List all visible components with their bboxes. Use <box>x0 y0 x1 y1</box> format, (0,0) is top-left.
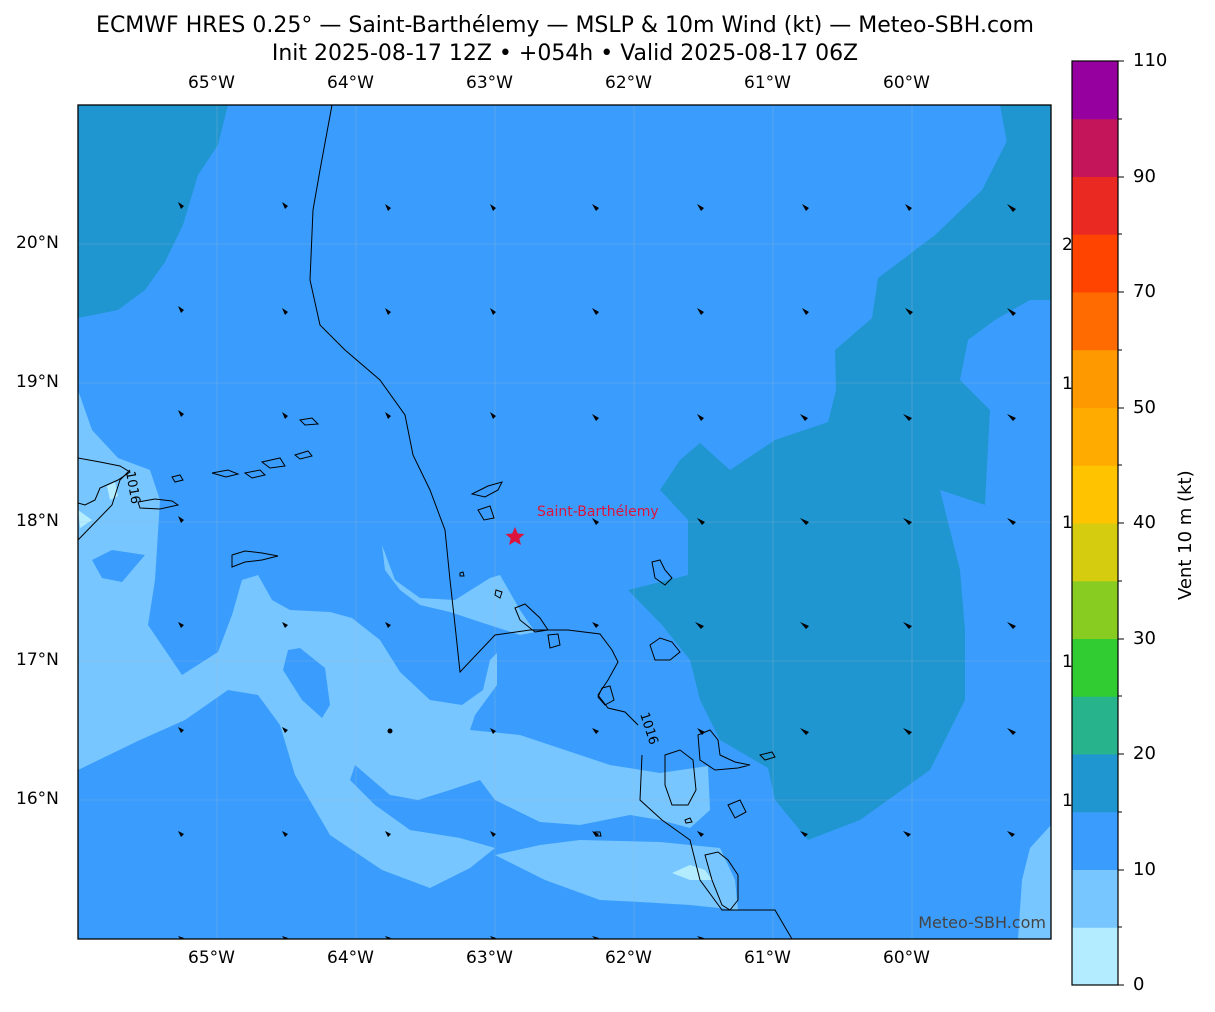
colorbar-ticks <box>1118 60 1124 986</box>
colorbar-band <box>1072 638 1118 697</box>
map-frame <box>77 104 1052 940</box>
island-guadeloupe-w <box>664 749 697 806</box>
island-antigua <box>649 637 681 661</box>
wind-fill-5-10 <box>1018 825 1051 939</box>
lon-label-top: 60°W <box>883 73 930 93</box>
wind-fill-0-5 <box>672 865 712 880</box>
island-guadeloupe-e <box>697 729 751 771</box>
lon-label-top: 64°W <box>327 73 374 93</box>
wind-barbs <box>178 202 1016 939</box>
coastlines <box>78 417 776 911</box>
colorbar-tick-label: 0 <box>1133 974 1145 995</box>
colorbar-band <box>1072 754 1118 813</box>
lat-label: 17°N <box>16 650 59 670</box>
colorbar-band <box>1072 407 1118 466</box>
colorbar-band <box>1072 869 1118 928</box>
lon-label-top: 65°W <box>188 73 235 93</box>
island-mona <box>171 474 184 483</box>
island-desirade <box>759 751 776 761</box>
island-dominica <box>704 851 739 911</box>
colorbar-tick-label: 70 <box>1133 281 1156 302</box>
colorbar-tick-label: 90 <box>1133 166 1156 187</box>
right-lat-label: 1 <box>1062 513 1073 533</box>
wind-fill-10-15 <box>92 550 145 582</box>
lon-label-bottom: 65°W <box>188 948 235 968</box>
wind-fill-0-5 <box>78 510 92 528</box>
colorbar-tick-label: 30 <box>1133 628 1156 649</box>
wind-fill-5-10 <box>78 390 710 888</box>
colorbar-band <box>1072 580 1118 639</box>
lon-label-bottom: 64°W <box>327 948 374 968</box>
colorbar-tick-label: 20 <box>1133 743 1156 764</box>
colorbar-band <box>1072 234 1118 293</box>
lon-label-top: 61°W <box>744 73 791 93</box>
colorbar-band <box>1072 176 1118 235</box>
colorbar-band <box>1072 696 1118 755</box>
island-barbuda <box>651 559 673 586</box>
island-saba <box>459 571 465 577</box>
saint-barthelemy-star-icon <box>505 527 525 545</box>
island-puerto-rico <box>137 498 180 510</box>
graticule <box>78 105 1051 939</box>
colorbar-tick-label: 10 <box>1133 859 1156 880</box>
colorbar-band <box>1072 811 1118 870</box>
map-subtitle: Init 2025-08-17 12Z • +054h • Valid 2025… <box>271 41 859 66</box>
lon-label-bottom: 60°W <box>883 948 930 968</box>
wind-fill-5-10 <box>382 545 535 635</box>
island-montserrat <box>597 685 615 706</box>
island-vi-1 <box>211 469 240 478</box>
colorbar-tick-label: 50 <box>1133 397 1156 418</box>
lon-label-top: 63°W <box>466 73 513 93</box>
right-lat-labels: 2 1 1 1 1 <box>1062 235 1073 811</box>
right-lat-label: 1 <box>1062 652 1073 672</box>
colorbar-band <box>1072 523 1118 582</box>
colorbar-band <box>1072 927 1118 986</box>
colorbar-band <box>1072 118 1118 177</box>
wind-fill-5-10 <box>495 840 738 910</box>
lat-label: 18°N <box>16 511 59 531</box>
lon-label-bottom: 62°W <box>605 948 652 968</box>
island-st-martin <box>477 505 495 521</box>
map-area: Saint-Barthélemy 1016 1016 Meteo-SBH.com <box>78 105 1051 939</box>
colorbar-band <box>1072 349 1118 408</box>
island-nevis <box>547 633 561 649</box>
map-title: ECMWF HRES 0.25° — Saint-Barthélemy — MS… <box>96 13 1034 38</box>
right-lat-label: 2 <box>1062 235 1073 255</box>
island-vi-2 <box>243 469 266 479</box>
island-hispaniola <box>78 457 131 506</box>
colorbar-tick-label: 40 <box>1133 512 1156 533</box>
island-vi-5 <box>298 417 320 426</box>
island-vi-3 <box>260 457 286 469</box>
wind-fill-10-15 <box>283 648 330 718</box>
island-saintes <box>684 817 693 824</box>
colorbar-band <box>1072 61 1118 120</box>
right-lat-label: 1 <box>1062 374 1073 394</box>
right-lat-label: 1 <box>1062 791 1073 811</box>
wind-fill-15-20 <box>78 105 228 318</box>
isobar-label: 1016 <box>122 470 143 505</box>
colorbar-band <box>1072 292 1118 351</box>
colorbar-tick-label: 110 <box>1133 50 1168 71</box>
island-st-kitts <box>514 603 549 633</box>
watermark: Meteo-SBH.com <box>918 913 1046 932</box>
colorbar <box>1072 61 1118 986</box>
lat-label: 19°N <box>16 372 59 392</box>
lon-label-top: 62°W <box>605 73 652 93</box>
saint-barthelemy-label: Saint-Barthélemy <box>537 504 659 520</box>
island-marie-galante <box>727 799 747 819</box>
colorbar-band <box>1072 465 1118 524</box>
wind-fill-15-20 <box>628 135 1051 840</box>
isobar-1016 <box>309 105 639 726</box>
island-statia <box>494 589 503 599</box>
lon-label-bottom: 61°W <box>744 948 791 968</box>
island-vi-4 <box>293 450 313 460</box>
island-st-croix <box>231 550 279 568</box>
lat-label: 16°N <box>16 789 59 809</box>
island-anguilla <box>470 481 503 498</box>
isobar-1016 <box>639 754 793 939</box>
lon-label-bottom: 63°W <box>466 948 513 968</box>
colorbar-label: Vent 10 m (kt) <box>1175 470 1196 600</box>
lat-label: 20°N <box>16 233 59 253</box>
